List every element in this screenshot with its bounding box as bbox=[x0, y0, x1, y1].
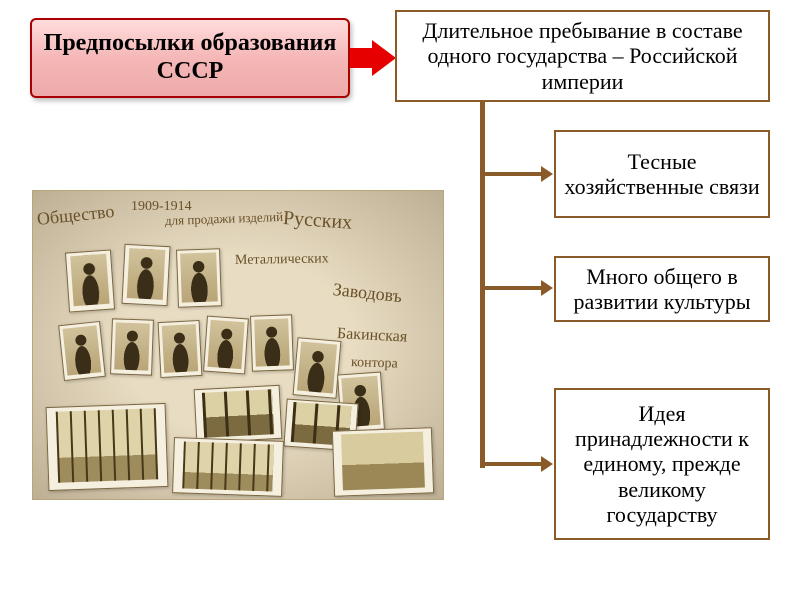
fact-top-text: Длительное пребывание в составе одного г… bbox=[405, 18, 760, 94]
historic-collage: Общество1909-1914для продажи изделийРусс… bbox=[32, 190, 444, 500]
fact-2: Тесные хозяйственные связи bbox=[554, 130, 770, 218]
collage-photo-portrait bbox=[293, 337, 342, 399]
title-text: Предпосылки образования СССР bbox=[40, 30, 340, 85]
collage-script: контора bbox=[351, 355, 398, 373]
collage-photo-derricks bbox=[172, 437, 284, 497]
arrow-title-to-top bbox=[350, 40, 396, 76]
collage-script: Бакинская bbox=[337, 325, 408, 347]
fact-3: Много общего в развитии культуры bbox=[554, 256, 770, 322]
fact-top: Длительное пребывание в составе одного г… bbox=[395, 10, 770, 102]
collage-photo-derricks bbox=[46, 403, 169, 491]
fact-4-text: Идея принадлежности к единому, прежде ве… bbox=[564, 401, 760, 527]
collage-photo-portrait bbox=[158, 320, 203, 378]
collage-photo-portrait bbox=[121, 244, 170, 306]
collage-script: Русских bbox=[282, 207, 353, 235]
fact-4: Идея принадлежности к единому, прежде ве… bbox=[554, 388, 770, 540]
connector-branch-3 bbox=[483, 456, 553, 472]
collage-photo-factory bbox=[194, 385, 283, 443]
collage-photo-portrait bbox=[176, 248, 222, 308]
collage-photo-portrait bbox=[65, 249, 115, 312]
collage-photo-portrait bbox=[203, 316, 249, 375]
fact-2-text: Тесные хозяйственные связи bbox=[564, 149, 760, 200]
title-box: Предпосылки образования СССР bbox=[30, 18, 350, 98]
collage-script: Металлических bbox=[235, 251, 329, 269]
fact-3-text: Много общего в развитии культуры bbox=[564, 264, 760, 315]
connector-branch-2 bbox=[483, 280, 553, 296]
collage-photo-portrait bbox=[58, 321, 106, 381]
collage-photo-room bbox=[332, 427, 434, 496]
collage-photo-portrait bbox=[110, 318, 154, 375]
collage-photo-portrait bbox=[250, 314, 294, 371]
connector-branch-1 bbox=[483, 166, 553, 182]
